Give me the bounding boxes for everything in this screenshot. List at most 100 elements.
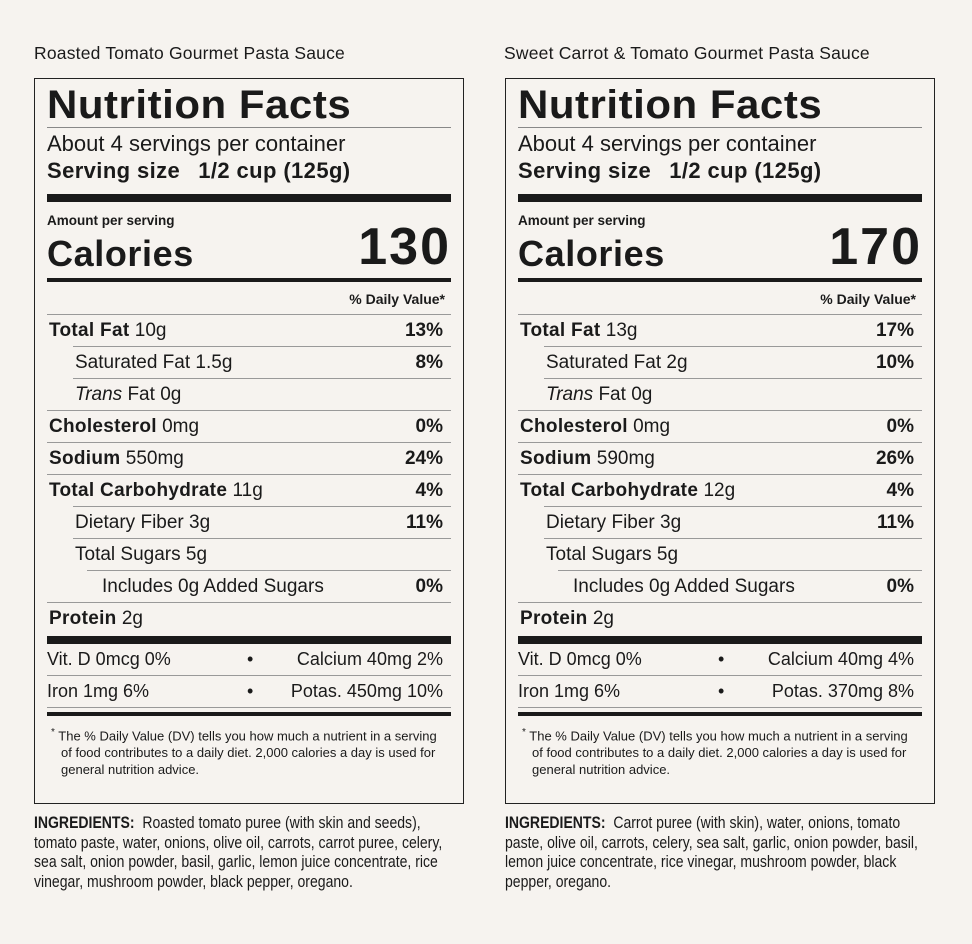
nutrient-amount: 0g [631, 384, 653, 405]
ingredients-text: Roasted tomato puree (with skin and seed… [34, 814, 443, 891]
nutrient-name: Total Fat [49, 320, 130, 341]
daily-value: 0% [886, 416, 914, 437]
mineral-name: Calcium 40mg [767, 649, 883, 669]
daily-value-header: % Daily Value* [820, 291, 916, 307]
serving-size: Serving size 1/2 cup (125g) [47, 158, 351, 183]
bullet-icon: • [718, 649, 725, 669]
nutrient-amount: 5g [185, 544, 208, 565]
nutrient-row: Sodium 550mg 24% [47, 442, 451, 474]
nutrient-row: Total Carbohydrate 11g 4% [47, 474, 451, 506]
mineral-dv: 8% [887, 681, 914, 701]
nutrient-name: Saturated Fat [546, 352, 662, 373]
nutrient-name: Sodium [49, 448, 121, 469]
nutrient-row: Total Sugars 5g [544, 538, 922, 570]
servings-per-container: About 4 servings per container [47, 131, 346, 156]
nutrient-name-italic: Trans [546, 384, 594, 405]
nutrient-amount: 0mg [162, 416, 200, 437]
medium-divider [47, 712, 451, 716]
product-title: Roasted Tomato Gourmet Pasta Sauce [34, 43, 345, 63]
divider [47, 127, 451, 128]
nutrient-row: Total Fat 10g 13% [47, 314, 451, 346]
medium-divider [518, 278, 922, 282]
mineral-dv: 4% [887, 649, 914, 669]
ingredients-label: INGREDIENTS: [34, 814, 135, 832]
bullet-icon: • [247, 681, 254, 701]
mineral-dv: 2% [416, 649, 443, 669]
ingredients: INGREDIENTS: Carrot puree (with skin), w… [505, 814, 934, 892]
product-title: Sweet Carrot & Tomato Gourmet Pasta Sauc… [504, 43, 870, 63]
calories-value: 130 [358, 218, 451, 276]
vitamin-row: Vit. D 0mcg 0% • Calcium 40mg 2% [47, 644, 451, 676]
nutrient-name: Sodium [520, 448, 592, 469]
nutrient-amount: 3g [189, 512, 211, 533]
mineral-name: Potas. 450mg [290, 681, 402, 701]
nutrient-row: Protein 2g [47, 602, 451, 634]
nutrient-row: Includes 0g Added Sugars 0% [558, 570, 922, 602]
nutrient-row: Sodium 590mg 26% [518, 442, 922, 474]
nutrient-row: Trans Fat 0g [73, 378, 451, 410]
vitamin-row: Vit. D 0mcg 0% • Calcium 40mg 4% [518, 644, 922, 676]
nutrient-row: Saturated Fat 1.5g 8% [73, 346, 451, 378]
nutrient-row: Trans Fat 0g [544, 378, 922, 410]
nutrition-label: Nutrition Facts About 4 servings per con… [34, 78, 464, 804]
nutrient-row: Cholesterol 0mg 0% [47, 410, 451, 442]
daily-value: 10% [875, 352, 914, 373]
footnote: * The % Daily Value (DV) tells you how m… [522, 727, 908, 778]
nutrient-row: Total Carbohydrate 12g 4% [518, 474, 922, 506]
nutrient-row: Includes 0g Added Sugars 0% [87, 570, 451, 602]
calories-value: 170 [829, 218, 922, 276]
nutrient-name-italic: Trans [75, 384, 123, 405]
nutrient-amount: 12g [703, 480, 736, 501]
vitamin-left: Iron 1mg 6% [47, 681, 150, 701]
divider [518, 127, 922, 128]
thick-divider [518, 636, 922, 644]
nutrient-name: Dietary Fiber [75, 512, 184, 533]
nutrient-amount: 10g [134, 320, 167, 341]
daily-value: 11% [406, 512, 443, 533]
nutrient-name: Total Carbohydrate [520, 480, 699, 501]
vitamin-row: Iron 1mg 6% • Potas. 370mg 8% [518, 676, 922, 708]
daily-value: 11% [877, 512, 914, 533]
nutrient-name: Dietary Fiber [546, 512, 655, 533]
nutrient-row: Dietary Fiber 3g 11% [73, 506, 451, 538]
thick-divider [518, 194, 922, 202]
nutrient-name: Fat [598, 384, 626, 405]
servings-per-container: About 4 servings per container [518, 131, 817, 156]
nutrient-row: Protein 2g [518, 602, 922, 634]
vitamin-left: Vit. D 0mcg 0% [518, 649, 642, 669]
nutrient-amount: 11g [232, 480, 263, 501]
nutrient-name: Protein [49, 608, 117, 629]
calories-label: Calories [518, 233, 665, 274]
nutrient-amount: 2g [592, 608, 614, 629]
vitamin-left: Iron 1mg 6% [518, 681, 621, 701]
mineral-name: Potas. 370mg [771, 681, 883, 701]
ingredients: INGREDIENTS: Roasted tomato puree (with … [34, 814, 463, 892]
daily-value: 24% [404, 448, 443, 469]
nutrient-row: Total Fat 13g 17% [518, 314, 922, 346]
mineral-name: Calcium 40mg [296, 649, 412, 669]
daily-value: 13% [404, 320, 443, 341]
daily-value: 0% [415, 416, 443, 437]
nutrient-name: Total Sugars [546, 544, 652, 565]
daily-value: 26% [875, 448, 914, 469]
nutrient-row: Cholesterol 0mg 0% [518, 410, 922, 442]
bullet-icon: • [247, 649, 254, 669]
daily-value-header: % Daily Value* [349, 291, 445, 307]
calories-label: Calories [47, 233, 194, 274]
serving-size: Serving size 1/2 cup (125g) [518, 158, 822, 183]
nutrient-name: Total Carbohydrate [49, 480, 228, 501]
daily-value: 0% [415, 576, 443, 597]
nutrition-facts-heading: Nutrition Facts [47, 83, 352, 127]
amount-per-serving: Amount per serving [47, 213, 175, 228]
nutrient-amount: 0g [160, 384, 182, 405]
nutrient-row: Saturated Fat 2g 10% [544, 346, 922, 378]
nutrition-facts-heading: Nutrition Facts [518, 83, 823, 127]
daily-value: 17% [875, 320, 914, 341]
daily-value: 0% [886, 576, 914, 597]
nutrition-label: Nutrition Facts About 4 servings per con… [505, 78, 935, 804]
nutrient-amount: 590mg [596, 448, 655, 469]
bullet-icon: • [718, 681, 725, 701]
mineral-dv: 10% [406, 681, 443, 701]
nutrient-row: Total Sugars 5g [73, 538, 451, 570]
nutrient-amount: 3g [660, 512, 682, 533]
